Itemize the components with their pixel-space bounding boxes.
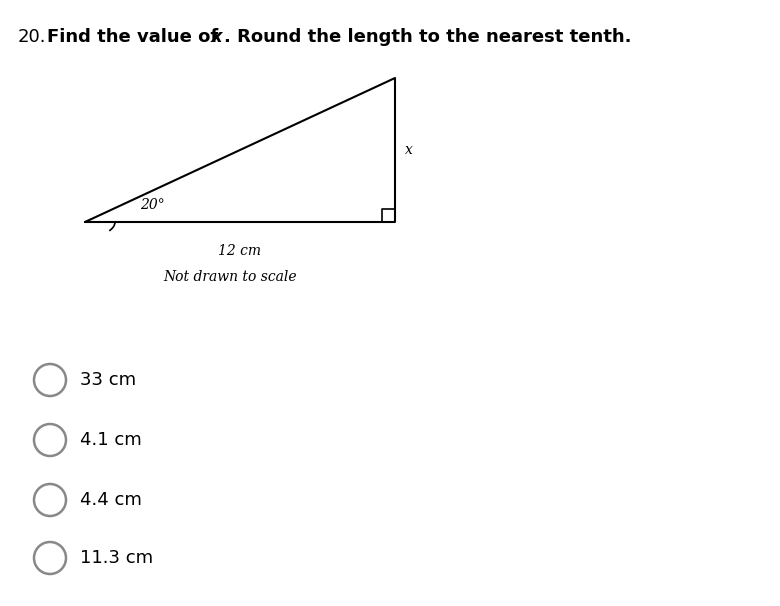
Text: 11.3 cm: 11.3 cm	[80, 549, 153, 567]
Text: 20°: 20°	[140, 198, 165, 212]
Text: 20.: 20.	[18, 28, 47, 46]
Text: x: x	[211, 28, 222, 46]
Text: 4.1 cm: 4.1 cm	[80, 431, 142, 449]
Text: 12 cm: 12 cm	[218, 244, 261, 258]
Text: x: x	[405, 143, 413, 157]
Text: 33 cm: 33 cm	[80, 371, 136, 389]
Text: 4.4 cm: 4.4 cm	[80, 491, 142, 509]
Text: . Round the length to the nearest tenth.: . Round the length to the nearest tenth.	[224, 28, 632, 46]
Text: Not drawn to scale: Not drawn to scale	[163, 270, 297, 284]
Text: Find the value of: Find the value of	[47, 28, 225, 46]
